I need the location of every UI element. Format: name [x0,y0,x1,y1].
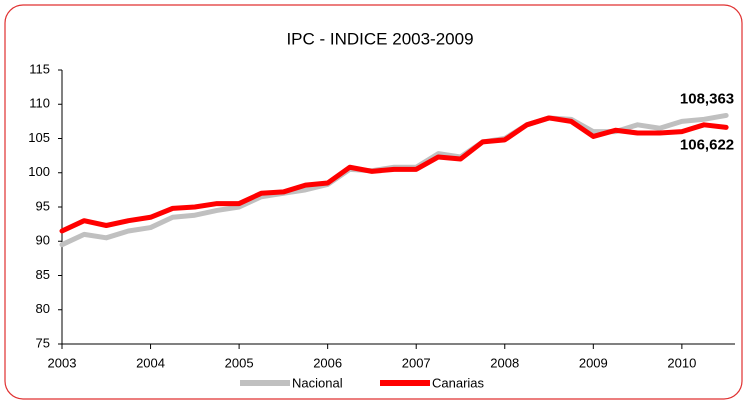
y-tick-label: 80 [36,301,50,316]
x-tick-label: 2006 [313,355,342,370]
value-label: 108,363 [680,90,734,107]
x-tick-label: 2004 [136,355,165,370]
value-label: 106,622 [680,136,734,153]
x-tick-label: 2005 [225,355,254,370]
legend-label: Nacional [292,375,343,390]
x-tick-label: 2010 [667,355,696,370]
y-tick-label: 110 [29,96,50,111]
y-tick-label: 75 [36,335,50,350]
y-tick-label: 115 [29,61,50,76]
x-tick-label: 2008 [490,355,519,370]
y-tick-label: 95 [36,198,50,213]
y-tick-label: 90 [36,233,50,248]
chart-title: IPC - INDICE 2003-2009 [286,29,473,48]
legend-label: Canarias [432,375,485,390]
x-tick-label: 2009 [579,355,608,370]
y-tick-label: 105 [28,130,50,145]
chart-frame [4,4,743,400]
y-tick-label: 100 [28,164,50,179]
y-tick-label: 85 [36,267,50,282]
x-tick-label: 2003 [48,355,77,370]
x-tick-label: 2007 [402,355,431,370]
series-line [59,115,729,234]
